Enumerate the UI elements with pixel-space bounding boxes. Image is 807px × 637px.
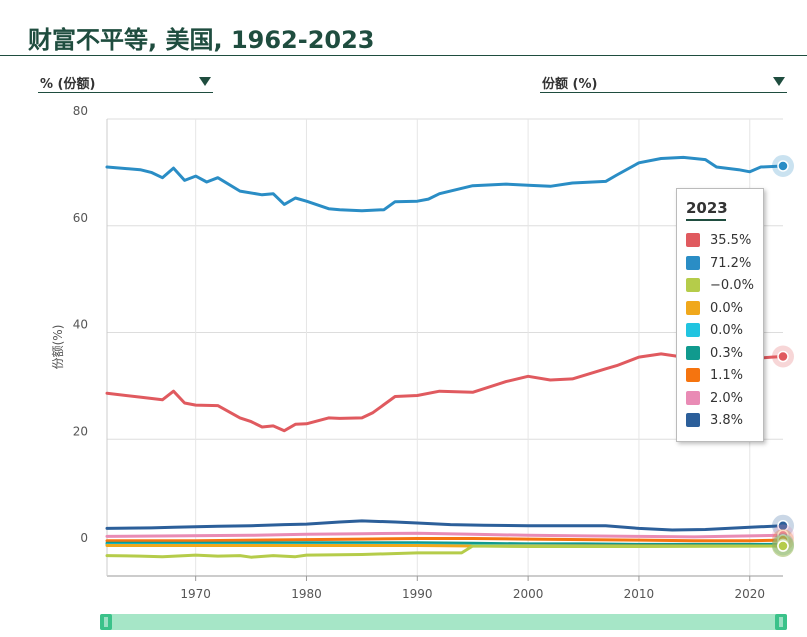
x-tick-label: 2010 xyxy=(624,587,655,601)
axes: 0 20 40 60 80 1970 1980 1990 2000 2010 2020 份额(%) xyxy=(51,104,783,601)
legend-swatch xyxy=(686,345,700,360)
series-line-6[interactable] xyxy=(105,541,785,546)
legend-swatch xyxy=(686,278,700,292)
tooltip-row: 0.0% xyxy=(686,322,766,340)
series-line-3[interactable] xyxy=(105,519,785,532)
legend-swatch xyxy=(686,255,700,270)
y-tick-label: 40 xyxy=(73,318,88,332)
legend-swatch xyxy=(686,233,700,247)
x-tick-label: 2020 xyxy=(734,587,765,601)
series-line-9[interactable] xyxy=(105,544,785,559)
tooltip-value: 0.0% xyxy=(710,323,744,338)
series-line-1[interactable] xyxy=(105,155,785,213)
title-divider xyxy=(0,55,807,56)
series-lines[interactable] xyxy=(105,155,785,559)
tooltip-row: 2.0% xyxy=(686,390,766,408)
series-endpoints[interactable] xyxy=(772,154,794,557)
x-tick-label: 1980 xyxy=(291,587,322,601)
legend-swatch xyxy=(686,323,700,337)
tooltip-value: −0.0% xyxy=(710,278,754,293)
tooltip-row: −0.0% xyxy=(686,277,766,295)
slider-handle-end[interactable] xyxy=(775,614,787,630)
y-tick-label: 60 xyxy=(73,211,88,225)
tooltip-row: 0.3% xyxy=(686,345,766,363)
indicator-select[interactable]: 份额 (%) xyxy=(540,72,787,93)
y-tick-label: 80 xyxy=(73,104,88,118)
unit-select-label: % (份额) xyxy=(40,77,96,92)
y-axis-label: 份额(%) xyxy=(51,325,65,370)
tooltip-year: 2023 xyxy=(686,199,728,221)
slider-track[interactable] xyxy=(100,614,787,630)
page-title: 财富不平等, 美国, 1962-2023 xyxy=(28,26,375,54)
tooltip-row: 1.1% xyxy=(686,367,766,385)
legend-swatch xyxy=(686,390,700,405)
series-endpoint-1[interactable] xyxy=(777,160,789,172)
tooltip-row: 35.5% xyxy=(686,232,766,250)
y-tick-label: 0 xyxy=(80,531,88,545)
tooltip-value: 0.3% xyxy=(710,345,744,361)
series-endpoint-2[interactable] xyxy=(777,350,789,363)
series-line-2[interactable] xyxy=(105,352,785,433)
tooltip-value: 35.5% xyxy=(710,233,752,248)
slider-handle-start[interactable] xyxy=(100,614,112,630)
year-tooltip: 2023 35.5% 71.2% −0.0% 0.0% 0.0% 0.3% 1.1% 2.0%… xyxy=(676,188,764,442)
series-line-5[interactable] xyxy=(105,537,785,543)
tooltip-value: 2.0% xyxy=(710,390,744,406)
chevron-down-icon xyxy=(773,77,785,86)
tooltip-row: 3.8% xyxy=(686,412,766,430)
plot-area xyxy=(107,119,783,576)
x-tick-label: 1970 xyxy=(180,587,211,601)
tooltip-value: 1.1% xyxy=(710,368,744,383)
legend-swatch xyxy=(686,368,700,382)
series-line-4[interactable] xyxy=(105,531,785,539)
x-tick-label: 1990 xyxy=(402,587,433,601)
time-range-slider[interactable] xyxy=(100,614,787,630)
tooltip-value: 71.2% xyxy=(710,255,752,271)
series-endpoint-9[interactable] xyxy=(777,540,789,552)
tooltip-value: 3.8% xyxy=(710,413,744,428)
indicator-select-label: 份额 (%) xyxy=(542,77,598,92)
legend-swatch xyxy=(686,300,700,315)
legend-swatch xyxy=(686,413,700,427)
tooltip-row: 71.2% xyxy=(686,255,766,273)
grid-lines xyxy=(107,118,783,576)
tooltip-row: 0.0% xyxy=(686,300,766,318)
x-tick-label: 2000 xyxy=(513,587,544,601)
chevron-down-icon xyxy=(199,77,211,86)
unit-select[interactable]: % (份额) xyxy=(38,72,213,93)
y-tick-label: 20 xyxy=(73,424,88,438)
tooltip-value: 0.0% xyxy=(710,300,744,316)
